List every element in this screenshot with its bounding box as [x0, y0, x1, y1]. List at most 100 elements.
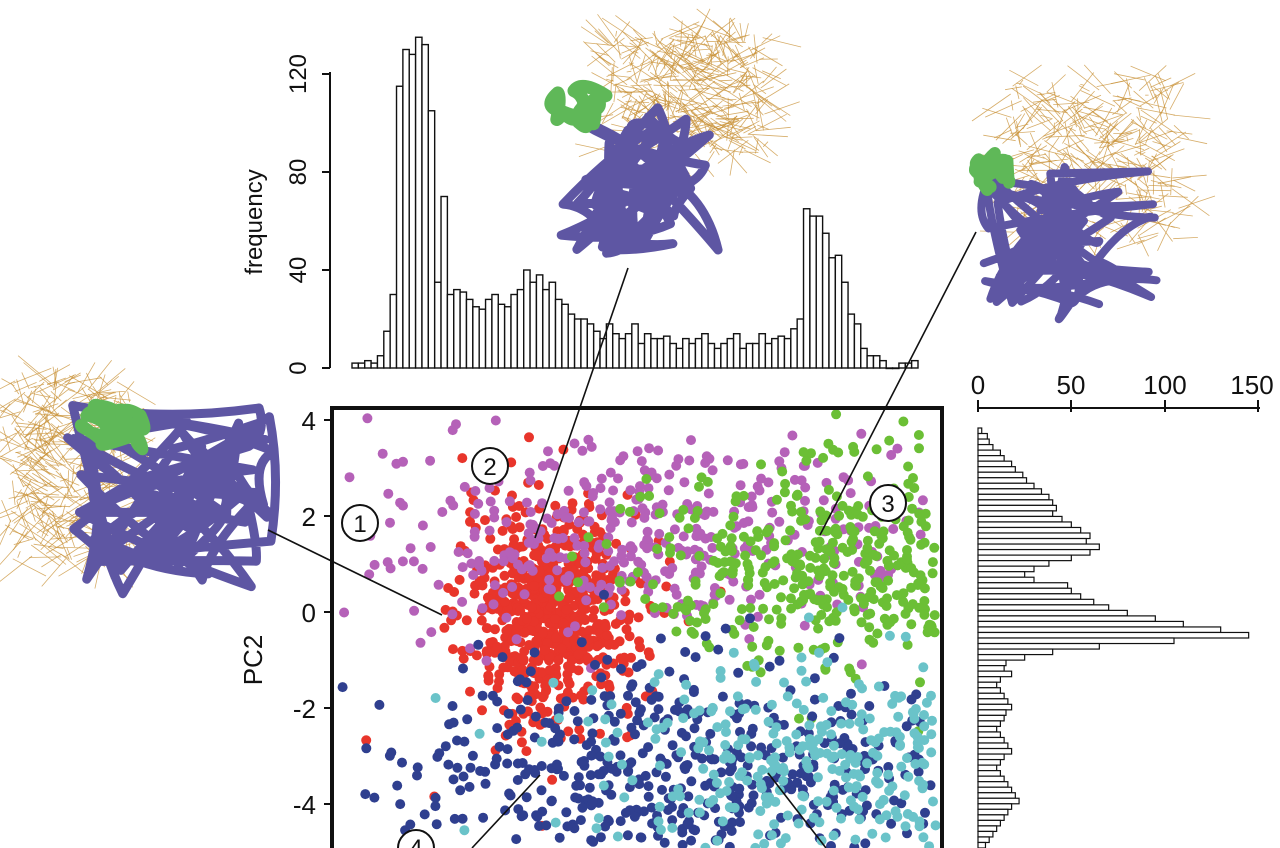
- scatter-point-cluster-3: [817, 567, 828, 578]
- scatter-point-cluster-4: [764, 778, 775, 789]
- scatter-point-cluster-3: [847, 566, 858, 577]
- right-bar: [977, 499, 1054, 506]
- scatter-point-cluster-1: [621, 624, 632, 635]
- scatter-point-cluster-5: [598, 780, 609, 791]
- scatter-point-cluster-1: [481, 646, 492, 657]
- scatter-point-cluster-2: [433, 579, 444, 590]
- scatter-point-cluster-3: [780, 478, 791, 489]
- scatter-point-cluster-5: [759, 838, 770, 848]
- scatter-point-cluster-4: [636, 659, 647, 670]
- scatter-point-cluster-2: [678, 531, 689, 542]
- scatter-point-cluster-3: [832, 529, 843, 540]
- scatter-point-cluster-3: [736, 604, 747, 615]
- scatter-point-cluster-5: [804, 720, 815, 731]
- scatter-point-cluster-5: [879, 727, 890, 738]
- scatter-point-cluster-5: [712, 722, 723, 733]
- scatter-point-cluster-2: [459, 481, 470, 492]
- scatter-point-cluster-3: [833, 447, 844, 458]
- scatter-point-cluster-1: [494, 676, 504, 687]
- top-bar: [713, 347, 722, 369]
- scatter-point-cluster-3: [635, 491, 646, 502]
- scatter-point-cluster-5: [782, 810, 793, 821]
- top-bar: [891, 367, 900, 370]
- scatter-point-cluster-3: [715, 588, 726, 599]
- scatter-point-cluster-2: [364, 569, 375, 580]
- right-bar: [977, 692, 1005, 700]
- right-bar: [977, 698, 1009, 705]
- scatter-tick-label-2: 2: [302, 502, 316, 532]
- right-histogram-tick-labels: 0 50 100 150: [971, 370, 1274, 400]
- scatter-point-cluster-3: [648, 579, 658, 590]
- scatter-point-cluster-3: [866, 586, 877, 597]
- scatter-point-cluster-2: [477, 603, 488, 614]
- scatter-point-cluster-1: [661, 581, 672, 592]
- scatter-point-cluster-1: [635, 578, 646, 589]
- scatter-point-cluster-2: [722, 455, 733, 466]
- scatter-point-cluster-4: [667, 802, 677, 813]
- scatter-point-cluster-1: [499, 570, 510, 581]
- right-bar: [977, 587, 1072, 595]
- scatter-point-cluster-4: [681, 731, 691, 742]
- scatter-point-cluster-5: [930, 820, 941, 831]
- scatter-point-cluster-5: [755, 806, 766, 816]
- scatter-point-cluster-1: [457, 453, 468, 464]
- scatter-point-cluster-2: [426, 627, 437, 638]
- scatter-point-cluster-5: [653, 669, 664, 680]
- top-bar: [453, 288, 461, 369]
- scatter-point-cluster-5: [803, 612, 814, 623]
- scatter-point-cluster-1: [536, 667, 547, 678]
- scatter-point-cluster-4: [745, 613, 755, 624]
- scatter-point-cluster-2: [886, 450, 897, 460]
- scatter-point-cluster-1: [562, 687, 573, 698]
- scatter-point-cluster-5: [653, 816, 664, 827]
- right-bar: [977, 758, 1001, 766]
- scatter-point-cluster-3: [742, 574, 753, 585]
- scatter-point-cluster-5: [890, 806, 901, 817]
- scatter-point-cluster-4: [756, 742, 767, 753]
- scatter-point-cluster-3: [822, 525, 832, 536]
- scatter-point-cluster-5: [612, 831, 623, 842]
- scatter-point-cluster-4: [643, 791, 654, 802]
- right-bar: [977, 537, 1087, 545]
- scatter-plot: 4 2 0 -2 -4 PC2 1 2 3 4: [238, 406, 944, 848]
- scatter-point-cluster-3: [864, 634, 875, 645]
- right-bar: [977, 493, 1050, 501]
- scatter-point-cluster-4: [686, 835, 697, 846]
- right-bar: [977, 582, 1069, 589]
- scatter-point-cluster-1: [507, 524, 518, 534]
- scatter-point-cluster-5: [600, 714, 611, 725]
- scatter-point-cluster-4: [906, 694, 917, 705]
- scatter-point-cluster-1: [619, 652, 630, 663]
- scatter-point-cluster-3: [862, 535, 873, 546]
- right-bar: [977, 725, 998, 733]
- scatter-point-cluster-3: [913, 578, 924, 589]
- scatter-point-cluster-4: [530, 711, 541, 722]
- scatter-point-cluster-3: [675, 550, 686, 561]
- scatter-point-cluster-1: [469, 588, 480, 599]
- scatter-point-cluster-5: [770, 752, 780, 763]
- top-bar: [402, 48, 410, 369]
- top-bar: [605, 323, 614, 369]
- scatter-point-cluster-3: [903, 461, 914, 472]
- scatter-point-cluster-4: [683, 791, 694, 802]
- scatter-point-cluster-4: [487, 690, 498, 701]
- scatter-point-cluster-3: [846, 536, 857, 547]
- right-bar: [977, 825, 998, 833]
- scatter-point-cluster-2: [588, 488, 599, 498]
- right-bar: [977, 659, 1007, 667]
- scatter-point-cluster-3: [780, 535, 791, 546]
- scatter-point-cluster-2: [625, 551, 636, 562]
- scatter-point-cluster-5: [794, 744, 805, 755]
- scatter-point-cluster-5: [894, 731, 905, 742]
- right-bar: [977, 460, 1013, 468]
- scatter-point-cluster-5: [843, 782, 854, 793]
- top-bar: [694, 337, 703, 369]
- scatter-point-cluster-5: [813, 796, 824, 807]
- scatter-point-cluster-4: [826, 841, 836, 848]
- scatter-point-cluster-2: [570, 621, 580, 632]
- scatter-point-cluster-4: [720, 623, 731, 634]
- top-bar: [821, 232, 830, 369]
- cluster-label-3-text: 3: [881, 491, 894, 518]
- top-bar: [656, 337, 665, 369]
- scatter-point-cluster-5: [474, 728, 485, 739]
